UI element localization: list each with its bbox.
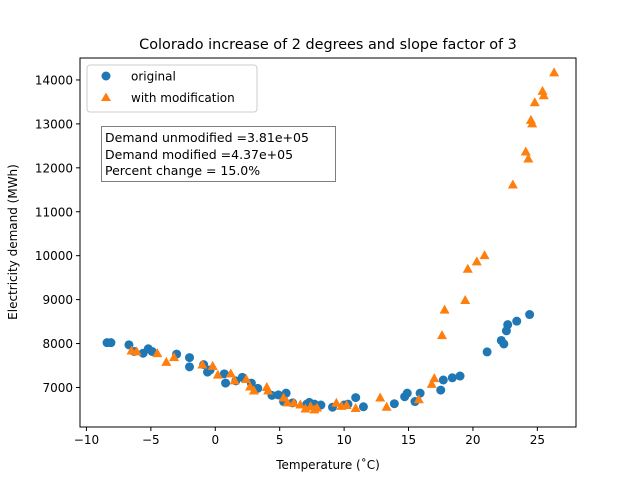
y-tick-label: 7000: [42, 381, 73, 395]
data-point-with-modification: [462, 263, 473, 273]
data-point-original: [402, 388, 412, 398]
y-tick-label: 14000: [35, 73, 73, 87]
data-point-with-modification: [381, 401, 392, 411]
data-point-original: [525, 310, 535, 320]
data-point-original: [389, 399, 399, 409]
data-point-with-modification: [426, 378, 437, 388]
data-point-original: [415, 388, 425, 398]
data-point-with-modification: [131, 346, 142, 356]
data-point-with-modification: [248, 385, 259, 395]
data-point-original: [185, 353, 195, 363]
data-point-with-modification: [331, 397, 342, 407]
data-point-original: [512, 316, 522, 326]
data-point-with-modification: [225, 368, 236, 378]
data-point-with-modification: [471, 256, 482, 266]
x-tick-label: 20: [465, 433, 480, 447]
data-point-with-modification: [282, 397, 293, 407]
annotation-frame: [101, 126, 336, 182]
data-point-with-modification: [263, 385, 274, 395]
legend-marker-original: [101, 71, 111, 81]
data-point-with-modification: [169, 352, 180, 362]
data-point-with-modification: [350, 403, 361, 413]
data-point-original: [185, 362, 195, 372]
y-axis-ticks: 7000 8000 9000 10000 11000 12000 13000 14000: [35, 73, 80, 395]
y-axis-label: Electricity demand (MWh): [6, 164, 20, 320]
x-axis-label: Temperature (˚C): [275, 457, 380, 472]
data-point-with-modification: [549, 67, 560, 77]
data-point-with-modification: [241, 374, 252, 384]
x-tick-label: 15: [401, 433, 416, 447]
data-point-with-modification: [288, 397, 299, 407]
data-point-with-modification: [312, 402, 323, 412]
x-tick-label: 5: [276, 433, 284, 447]
data-point-with-modification: [520, 146, 531, 156]
data-point-with-modification: [523, 153, 534, 163]
data-point-original: [436, 385, 446, 395]
x-tick-label: 25: [530, 433, 545, 447]
data-point-original: [438, 375, 448, 385]
data-point-with-modification: [460, 294, 471, 304]
data-point-original: [273, 390, 283, 400]
y-tick-label: 10000: [35, 249, 73, 263]
x-tick-label: −5: [142, 433, 160, 447]
legend: original with modification: [86, 64, 258, 113]
data-point-with-modification: [278, 392, 289, 402]
annotation-line-percent-change: Percent change = 15.0%: [105, 163, 260, 178]
data-point-with-modification: [375, 392, 386, 402]
data-point-original: [106, 338, 116, 348]
data-point-with-modification: [295, 399, 306, 409]
data-point-original: [455, 371, 465, 381]
data-point-original: [503, 320, 513, 330]
data-point-with-modification: [161, 356, 172, 366]
data-point-with-modification: [429, 373, 440, 383]
y-tick-label: 12000: [35, 161, 73, 175]
data-point-with-modification: [529, 97, 540, 107]
data-point-with-modification: [439, 304, 450, 314]
data-point-with-modification: [507, 179, 518, 189]
annotation-line-modified: Demand modified =4.37e+05: [105, 147, 293, 162]
data-point-with-modification: [212, 369, 223, 379]
plot-area-frame: [79, 57, 577, 428]
x-tick-label: 10: [336, 433, 351, 447]
data-point-with-modification: [538, 90, 549, 100]
data-point-original: [447, 373, 457, 383]
data-point-original: [358, 402, 368, 412]
x-tick-label: 0: [211, 433, 219, 447]
series-with-modification: [126, 67, 560, 414]
chart-title: Colorado increase of 2 degrees and slope…: [139, 37, 517, 53]
data-point-with-modification: [152, 348, 163, 358]
data-point-with-modification: [207, 360, 218, 370]
data-point-original: [499, 339, 509, 349]
series-layer: [102, 67, 560, 414]
data-point-original: [221, 378, 231, 388]
annotation-box: Demand unmodified =3.81e+05 Demand modif…: [101, 126, 336, 182]
annotation-line-unmodified: Demand unmodified =3.81e+05: [105, 130, 309, 145]
data-point-original: [482, 347, 492, 357]
data-point-with-modification: [479, 250, 490, 260]
y-tick-label: 8000: [42, 337, 73, 351]
data-point-original: [351, 393, 361, 403]
data-point-with-modification: [197, 359, 208, 369]
x-tick-label: −10: [74, 433, 99, 447]
data-point-with-modification: [413, 394, 424, 404]
data-point-with-modification: [437, 330, 448, 340]
data-point-with-modification: [527, 118, 538, 128]
legend-label-with-modification: with modification: [131, 91, 235, 105]
y-tick-label: 13000: [35, 117, 73, 131]
y-tick-label: 9000: [42, 293, 73, 307]
legend-label-original: original: [131, 70, 176, 84]
y-tick-label: 11000: [35, 205, 73, 219]
legend-box: [86, 64, 258, 113]
data-point-with-modification: [229, 375, 240, 385]
x-axis-ticks: −10 −5 0 5 10 15 20 25: [74, 427, 545, 447]
legend-marker-with-modification: [101, 92, 111, 101]
data-point-with-modification: [341, 399, 352, 409]
